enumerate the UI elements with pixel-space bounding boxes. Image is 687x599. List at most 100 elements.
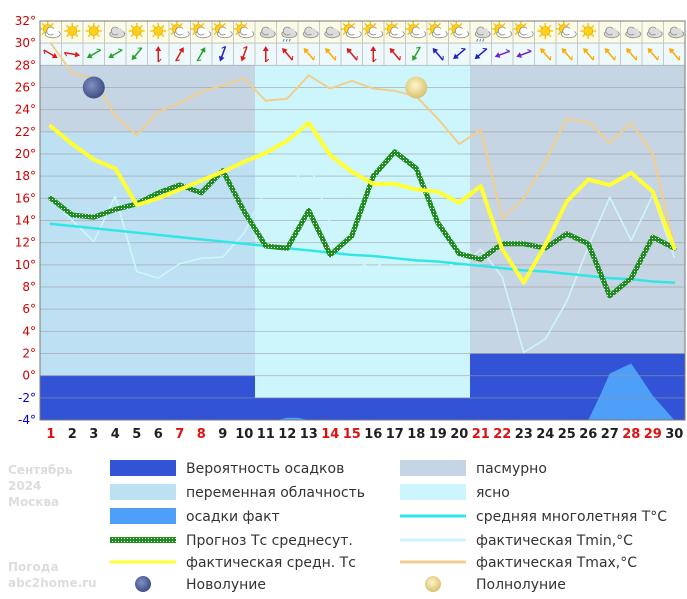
sun-ray (566, 22, 570, 26)
legend-label: фактическая Tmax,°C (476, 555, 637, 571)
x-tick-label: 11 (257, 427, 275, 442)
x-tick-label: 1 (46, 427, 55, 442)
cloud-puff (245, 28, 252, 35)
wind-arrow-icon (453, 47, 466, 60)
wind-head (108, 52, 115, 59)
wind-tail (63, 52, 68, 57)
x-tick-label: 19 (429, 427, 447, 442)
sun-ray (364, 32, 368, 36)
x-tick-label: 16 (364, 427, 382, 442)
x-tick-label: 24 (536, 427, 554, 442)
sun-ray (539, 24, 543, 28)
wind-head (131, 54, 138, 61)
rain-drop (282, 38, 285, 42)
y-tick-label: 18° (15, 169, 36, 183)
wind-tail (416, 46, 421, 49)
cloud-puff (52, 28, 59, 35)
cloud-puff (439, 28, 446, 35)
legend-swatch (110, 484, 176, 500)
sun-disc (131, 26, 142, 36)
y-tick-label: 22° (15, 125, 36, 139)
x-tick-label: 6 (154, 427, 163, 442)
cloudy-icon (646, 26, 663, 39)
sun-ray (235, 32, 239, 36)
wind-tail (265, 58, 270, 63)
y-tick-label: 32° (15, 14, 36, 28)
series-lines (48, 42, 677, 354)
wind-arrow-icon (325, 47, 337, 61)
wind-head (412, 55, 418, 61)
sun-ray (514, 32, 518, 36)
x-tick-label: 13 (300, 427, 318, 442)
wind-head (561, 47, 568, 54)
wind-arrow-icon (175, 47, 184, 62)
x-tick-label: 17 (386, 427, 404, 442)
legend-swatch (110, 508, 176, 524)
sun-ray (364, 22, 368, 26)
y-tick-label: 6° (22, 302, 36, 316)
legend-item: переменная облачность (110, 484, 365, 501)
sun-ray (192, 22, 196, 26)
sun-ray (139, 34, 143, 38)
wind-tail (482, 47, 487, 50)
wind-head (583, 47, 589, 54)
sun-ray (385, 32, 389, 36)
cloud-puff (611, 28, 618, 35)
legend-label: осадки факт (186, 509, 280, 525)
wind-arrow-icon (303, 47, 315, 61)
wind-tail (505, 49, 510, 52)
legend-swatch (110, 537, 176, 543)
partly-cloudy-icon (168, 21, 190, 39)
legend-label: ясно (476, 485, 510, 501)
sun-ray (437, 22, 441, 26)
wind-arrow-icon (669, 47, 681, 61)
legend-label: Вероятность осадков (186, 461, 344, 477)
sun-ray (213, 32, 217, 36)
wind-arrow-icon (86, 48, 102, 59)
wind-head (516, 52, 522, 58)
cloud-puff (224, 28, 231, 35)
sun-ray (201, 22, 205, 26)
cloud-puff (267, 28, 274, 35)
wind-tail (635, 55, 638, 61)
wind-arrow-icon (540, 47, 552, 61)
wind-head (303, 47, 310, 54)
wind-head (669, 47, 675, 54)
y-tick-label: 16° (15, 191, 36, 205)
wind-arrow-icon (155, 46, 162, 63)
legend-item: Вероятность осадков (110, 460, 344, 477)
series-forecast (48, 149, 677, 299)
wind-tail (549, 55, 552, 61)
wind-tail (157, 58, 162, 63)
source-line-1: Погода (8, 560, 59, 574)
partly-cloudy-icon (512, 21, 534, 39)
cloudy-icon (324, 26, 341, 39)
wind-head (432, 47, 439, 54)
cloudy-icon (302, 26, 319, 39)
legend-item: фактическая Tmax,°C (400, 555, 637, 571)
legend-swatch (400, 484, 466, 500)
new-moon-icon (82, 76, 105, 99)
wind-head (51, 52, 58, 59)
wind-tail (175, 59, 180, 62)
x-tick-label: 27 (601, 427, 619, 442)
y-tick-label: 12° (15, 236, 36, 250)
wind-head (240, 55, 247, 62)
x-tick-label: 7 (175, 427, 184, 442)
cloudy-icon (259, 26, 276, 39)
legend-item: пасмурно (400, 460, 547, 477)
legend-swatch (110, 460, 176, 476)
wind-head (200, 47, 206, 53)
cloud-puff (460, 28, 467, 35)
legend-item: ясно (400, 484, 510, 501)
month-label: Сентябрь (8, 463, 73, 477)
cloud-puff (202, 28, 209, 35)
sunny-icon (128, 23, 145, 39)
y-tick-label: 24° (15, 103, 36, 117)
cloud-puff (675, 28, 682, 35)
sun-ray (342, 32, 346, 36)
info-block: Сентябрь 2024 Москва Погода abc2home.ru (8, 463, 97, 590)
sun-ray (557, 32, 561, 36)
series-tmax (49, 42, 676, 249)
wind-head (604, 47, 611, 54)
